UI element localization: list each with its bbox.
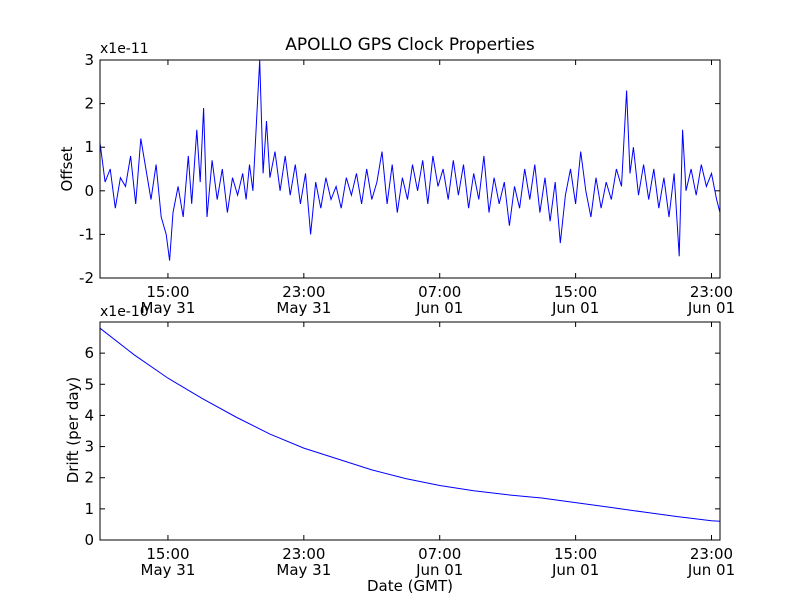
x-tick-date-label: Jun 01 bbox=[551, 561, 599, 579]
drift-scale-label: x1e-10 bbox=[100, 304, 149, 320]
series-line-drift bbox=[100, 327, 720, 522]
series-line-offset bbox=[100, 60, 720, 261]
y-tick-label: 5 bbox=[84, 375, 94, 393]
y-tick-label: 1 bbox=[84, 500, 94, 518]
x-tick-date-label: May 31 bbox=[276, 561, 331, 579]
y-tick-label: 2 bbox=[84, 469, 94, 487]
x-tick-date-label: Jun 01 bbox=[687, 299, 735, 317]
x-tick-time-label: 15:00 bbox=[146, 545, 189, 563]
x-tick-time-label: 07:00 bbox=[418, 545, 461, 563]
x-tick-date-label: Jun 01 bbox=[415, 561, 463, 579]
axes-frame bbox=[99, 321, 721, 541]
y-tick-label: -1 bbox=[79, 225, 94, 243]
drift-y-axis-label: Drift (per day) bbox=[64, 377, 82, 484]
y-tick-label: 3 bbox=[84, 438, 94, 456]
y-tick-label: 6 bbox=[84, 344, 94, 362]
y-tick-label: 4 bbox=[84, 406, 94, 424]
y-tick-label: -2 bbox=[79, 269, 94, 287]
x-tick-date-label: Jun 01 bbox=[687, 561, 735, 579]
x-tick-time-label: 07:00 bbox=[418, 283, 461, 301]
axes-frame bbox=[99, 59, 721, 279]
x-tick-date-label: May 31 bbox=[141, 561, 196, 579]
x-tick-time-label: 23:00 bbox=[282, 283, 325, 301]
x-tick-time-label: 23:00 bbox=[690, 283, 733, 301]
offset-scale-label: x1e-11 bbox=[100, 41, 149, 57]
x-tick-time-label: 15:00 bbox=[554, 545, 597, 563]
y-tick-label: 0 bbox=[84, 531, 94, 549]
y-tick-label: 2 bbox=[84, 95, 94, 113]
x-tick-time-label: 23:00 bbox=[690, 545, 733, 563]
y-tick-label: 0 bbox=[84, 182, 94, 200]
y-tick-label: 1 bbox=[84, 138, 94, 156]
drift-x-axis-label: Date (GMT) bbox=[367, 577, 453, 595]
chart-title: APOLLO GPS Clock Properties bbox=[285, 35, 535, 55]
x-tick-date-label: May 31 bbox=[276, 299, 331, 317]
x-tick-time-label: 15:00 bbox=[146, 283, 189, 301]
x-tick-date-label: Jun 01 bbox=[415, 299, 463, 317]
x-tick-date-label: Jun 01 bbox=[551, 299, 599, 317]
drift-subplot: x1e-10 Drift (per day) Date (GMT) 0 1 2 3 4 5… bbox=[64, 304, 735, 595]
x-tick-time-label: 15:00 bbox=[554, 283, 597, 301]
offset-subplot: APOLLO GPS Clock Properties x1e-11 Offse… bbox=[58, 35, 735, 317]
x-tick-date-label: May 31 bbox=[141, 299, 196, 317]
x-tick-time-label: 23:00 bbox=[282, 545, 325, 563]
offset-y-axis-label: Offset bbox=[58, 146, 76, 191]
y-tick-label: 3 bbox=[84, 51, 94, 69]
